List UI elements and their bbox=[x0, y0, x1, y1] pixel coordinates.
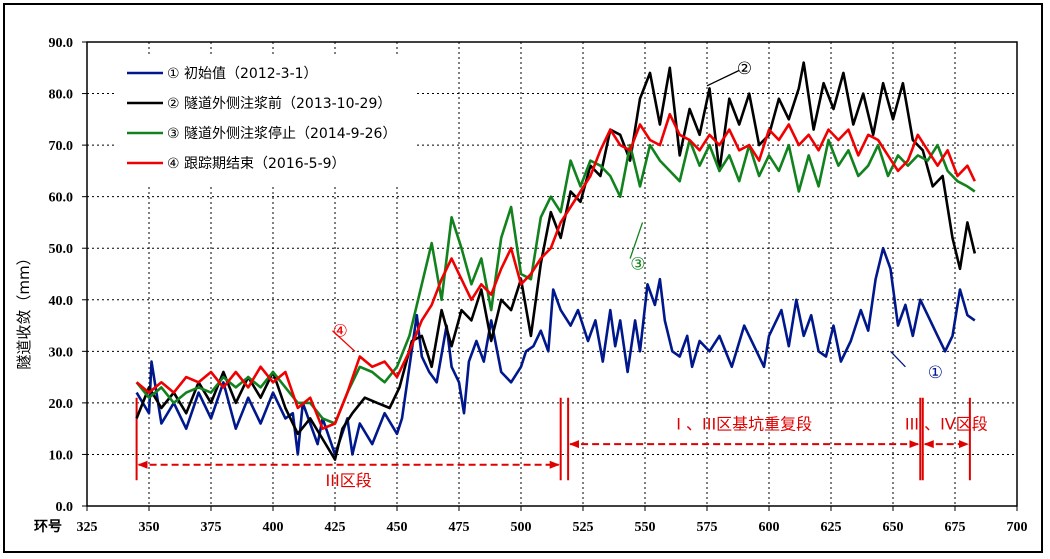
x-tick-label: 450 bbox=[387, 520, 408, 535]
series-line-3 bbox=[135, 138, 976, 425]
y-tick-label: 30.0 bbox=[49, 345, 74, 360]
legend: ① 初始值（2012-3-1） ② 隧道外侧注浆前（2013-10-29） ③ 隧道… bbox=[117, 56, 416, 184]
x-tick-label: 350 bbox=[139, 520, 160, 535]
series-line-1 bbox=[135, 246, 976, 456]
axes: 325 350 375 400 425 450 475 500 525 550 575 600 625 6… bbox=[49, 36, 1028, 535]
annotation-marker-3: ④ bbox=[333, 322, 348, 342]
legend-box bbox=[117, 56, 416, 184]
annotation-marker-1: ② bbox=[737, 59, 752, 79]
annotation-marker-2: ③ bbox=[630, 255, 645, 275]
zone-markers: III区段 I 、III区基坑重复段 III 、IV区段 bbox=[135, 397, 988, 490]
annotation-leader bbox=[706, 69, 740, 87]
x-tick-label: 600 bbox=[759, 520, 780, 535]
x-tick-label: 425 bbox=[325, 520, 346, 535]
legend-label-2: ② 隧道外侧注浆前（2013-10-29） bbox=[167, 95, 391, 112]
y-tick-label: 40.0 bbox=[49, 294, 74, 309]
x-tick-label: 550 bbox=[635, 520, 656, 535]
y-tick-label: 50.0 bbox=[49, 242, 74, 257]
annotation-marker-4: ① bbox=[928, 363, 943, 383]
annotations: ② ③ ④ ① bbox=[332, 59, 943, 383]
y-tick-label: 90.0 bbox=[49, 36, 74, 51]
zone-label-3: III 、IV区段 bbox=[905, 415, 988, 434]
x-tick-label: 400 bbox=[263, 520, 284, 535]
legend-label-1: ① 初始值（2012-3-1） bbox=[167, 65, 318, 82]
y-tick-label: 70.0 bbox=[49, 139, 74, 154]
y-tick-label: 80.0 bbox=[49, 88, 74, 103]
x-tick-label: 325 bbox=[77, 520, 98, 535]
x-tick-label: 675 bbox=[945, 520, 966, 535]
x-tick-label: 475 bbox=[449, 520, 470, 535]
grid-lines bbox=[87, 42, 1017, 506]
plot-area-border bbox=[86, 41, 1018, 507]
y-tick-label: 10.0 bbox=[49, 448, 74, 463]
y-tick-label: 60.0 bbox=[49, 191, 74, 206]
annotation-leader bbox=[890, 350, 906, 368]
x-tick-label: 700 bbox=[1007, 520, 1028, 535]
zone-label-2: I 、III区基坑重复段 bbox=[676, 415, 812, 434]
y-axis-label: 隧道收敛（mm） bbox=[15, 250, 33, 369]
x-tick-label: 575 bbox=[697, 520, 718, 535]
series-line-4 bbox=[135, 112, 976, 430]
legend-label-4: ④ 跟踪期结束（2016-5-9） bbox=[167, 156, 346, 172]
x-tick-label: 375 bbox=[201, 520, 222, 535]
x-tick-label: 625 bbox=[821, 520, 842, 535]
series-lines bbox=[135, 61, 977, 461]
annotation-leader bbox=[332, 330, 356, 352]
x-tick-label: 650 bbox=[883, 520, 904, 535]
x-axis-label: 环号 bbox=[34, 519, 62, 535]
legend-label-3: ③ 隧道外侧注浆停止（2014-9-26） bbox=[167, 125, 396, 142]
x-tick-label: 500 bbox=[511, 520, 532, 535]
annotation-leader bbox=[629, 222, 644, 259]
y-tick-label: 20.0 bbox=[49, 397, 74, 412]
zone-label-1: III区段 bbox=[326, 471, 372, 490]
y-tick-label: 0.0 bbox=[56, 500, 74, 515]
x-tick-label: 525 bbox=[573, 520, 594, 535]
